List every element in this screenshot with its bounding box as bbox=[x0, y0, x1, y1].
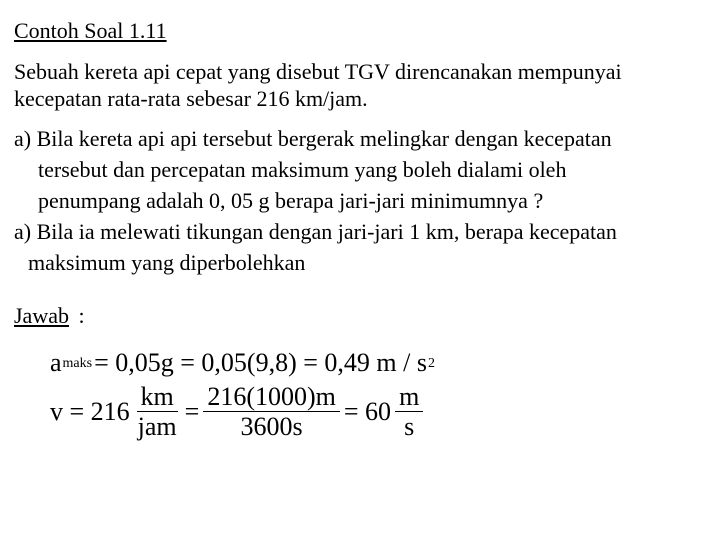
question-b-line1: a) Bila ia melewati tikungan dengan jari… bbox=[14, 219, 706, 246]
eq2-mid: = bbox=[185, 396, 200, 428]
intro-line-2: kecepatan rata-rata sebesar 216 km/jam. bbox=[14, 86, 706, 113]
question-b-line2: maksimum yang diperbolehkan bbox=[14, 250, 706, 277]
eq2-frac3-den: s bbox=[400, 412, 418, 440]
intro-paragraph: Sebuah kereta api cepat yang disebut TGV… bbox=[14, 59, 706, 113]
question-a-line3: penumpang adalah 0, 05 g berapa jari-jar… bbox=[14, 188, 706, 215]
answer-label: Jawab bbox=[14, 303, 69, 330]
eq1-a: a bbox=[50, 347, 62, 379]
eq2-frac1-den: jam bbox=[134, 412, 181, 440]
equations: amaks = 0,05g = 0,05(9,8) = 0,49 m / s2 … bbox=[50, 347, 706, 440]
eq2-frac3-num: m bbox=[395, 383, 423, 412]
eq2-frac2-den: 3600s bbox=[237, 412, 307, 440]
intro-line-1: Sebuah kereta api cepat yang disebut TGV… bbox=[14, 59, 706, 86]
questions: a) Bila kereta api api tersebut bergerak… bbox=[14, 126, 706, 276]
eq2-mid2: = 60 bbox=[344, 396, 391, 428]
answer-colon: : bbox=[73, 303, 85, 328]
question-a-line2: tersebut dan percepatan maksimum yang bo… bbox=[14, 157, 706, 184]
answer-label-row: Jawab : bbox=[14, 303, 706, 330]
eq2-v: v = 216 bbox=[50, 396, 130, 428]
eq1-sup: 2 bbox=[428, 355, 435, 372]
equation-1: amaks = 0,05g = 0,05(9,8) = 0,49 m / s2 bbox=[50, 347, 706, 379]
eq1-rhs: = 0,05g = 0,05(9,8) = 0,49 m / s bbox=[94, 347, 427, 379]
question-a-line1: a) Bila kereta api api tersebut bergerak… bbox=[14, 126, 706, 153]
eq2-frac1: km jam bbox=[134, 383, 181, 441]
eq2-frac2-num: 216(1000)m bbox=[203, 383, 340, 412]
eq2-frac1-num: km bbox=[137, 383, 178, 412]
eq2-frac3: m s bbox=[395, 383, 423, 441]
eq2-frac2: 216(1000)m 3600s bbox=[203, 383, 340, 441]
equation-2: v = 216 km jam = 216(1000)m 3600s = 60 m… bbox=[50, 383, 706, 441]
eq1-sub: maks bbox=[63, 355, 93, 372]
example-title: Contoh Soal 1.11 bbox=[14, 18, 706, 45]
